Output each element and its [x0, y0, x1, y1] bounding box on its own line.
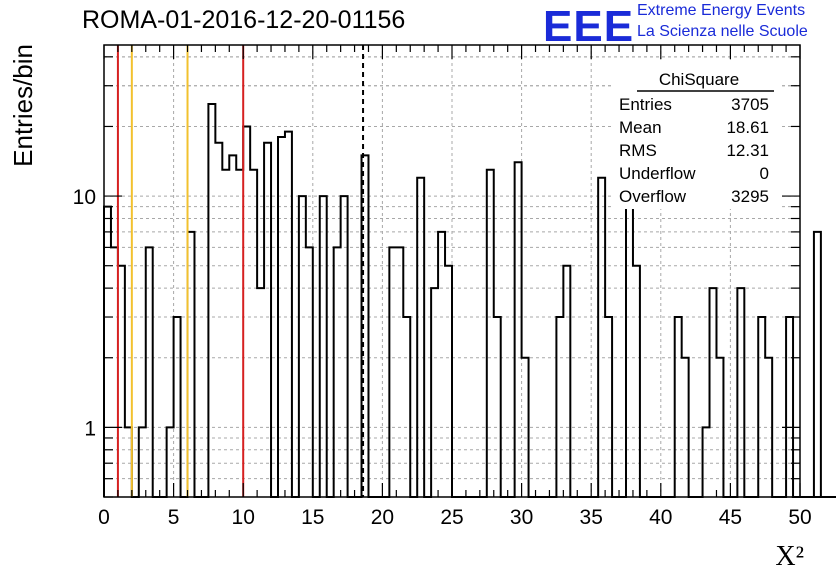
stats-title: ChiSquare	[659, 70, 739, 89]
histogram-bin	[320, 196, 327, 497]
x-tick-label: 35	[580, 506, 603, 529]
histogram-bin	[494, 317, 501, 497]
x-tick-label: 0	[98, 506, 110, 529]
histogram-bin	[396, 247, 403, 497]
histogram-bin	[438, 232, 445, 497]
x-tick-label: 50	[788, 506, 811, 529]
histogram-bin	[174, 317, 181, 497]
histogram-bin	[417, 178, 424, 497]
histogram-bin	[111, 247, 118, 497]
y-tick-label: 10	[73, 186, 96, 209]
histogram-bin	[334, 247, 341, 497]
histogram-bin	[556, 317, 563, 497]
x-tick-label: 25	[440, 506, 463, 529]
y-axis-label: Entries/bin	[8, 44, 38, 167]
histogram-bin	[814, 232, 821, 497]
logo-subtitle-1: Extreme Energy Events	[637, 2, 806, 19]
histogram-bin	[431, 288, 438, 497]
histogram-bin	[389, 247, 396, 497]
histogram-bin	[188, 232, 195, 497]
stats-row-value: 12.31	[726, 141, 769, 160]
x-tick-label: 30	[510, 506, 533, 529]
histogram-bin	[737, 288, 744, 497]
stats-row-label: Mean	[619, 118, 662, 137]
x-tick-label: 20	[371, 506, 394, 529]
histogram-bin	[306, 247, 313, 497]
histogram-bin	[563, 266, 570, 497]
histogram-bin	[626, 207, 633, 497]
histogram-bin	[633, 266, 640, 497]
stats-box-bg	[612, 63, 782, 209]
eee-logo: EEE	[543, 2, 635, 51]
x-axis-label: X²	[775, 541, 804, 572]
y-tick-label: 1	[84, 417, 96, 440]
stats-row-label: Underflow	[619, 164, 696, 183]
histogram-bin	[243, 126, 250, 497]
histogram-bin	[104, 207, 111, 497]
x-tick-label: 15	[301, 506, 324, 529]
histogram-bin	[445, 266, 452, 497]
histogram-bin	[299, 196, 306, 497]
histogram-bin	[675, 317, 682, 497]
histogram-bin	[146, 247, 153, 497]
x-tick-label: 45	[719, 506, 742, 529]
x-tick-label: 40	[649, 506, 672, 529]
histogram-bin	[285, 132, 292, 497]
stats-row-value: 3295	[731, 187, 769, 206]
histogram-bin	[710, 288, 717, 497]
stats-row-label: Overflow	[619, 187, 687, 206]
histogram-bin	[257, 288, 264, 497]
x-tick-label: 5	[168, 506, 180, 529]
histogram-bin	[598, 178, 605, 497]
histogram-bin	[758, 317, 765, 497]
histogram-bin	[605, 317, 612, 497]
histogram-bin	[403, 317, 410, 497]
stats-row-label: Entries	[619, 95, 672, 114]
stats-row-value: 0	[760, 164, 769, 183]
histogram-bin	[515, 162, 522, 497]
stats-row-value: 3705	[731, 95, 769, 114]
stats-row-value: 18.61	[726, 118, 769, 137]
histogram-bin	[341, 196, 348, 497]
histogram-bin	[118, 266, 125, 497]
chart-title: ROMA-01-2016-12-20-01156	[82, 6, 406, 34]
histogram-bin	[786, 317, 793, 497]
x-tick-label: 10	[232, 506, 255, 529]
stats-row-label: RMS	[619, 141, 657, 160]
logo-subtitle-2: La Scienza nelle Scuole	[637, 23, 808, 40]
